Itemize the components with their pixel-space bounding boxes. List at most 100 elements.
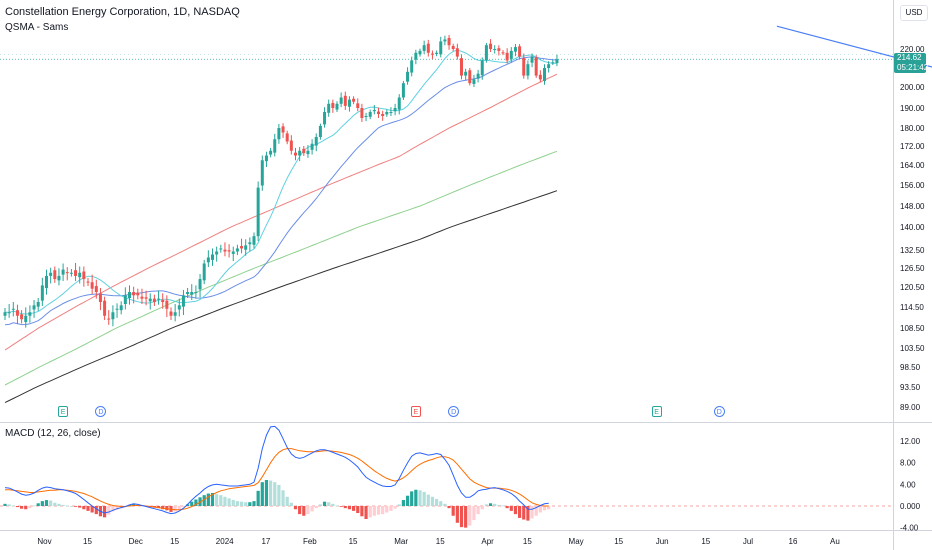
candle-body — [211, 254, 214, 260]
macd-histogram-bar — [509, 506, 513, 511]
macd-histogram-bar — [132, 503, 136, 506]
candles — [3, 34, 559, 328]
macd-histogram-bar — [530, 506, 534, 519]
last-price-value: 214.62 — [897, 53, 922, 62]
macd-tick-label: 0.000 — [900, 502, 921, 511]
candle-body — [219, 248, 223, 250]
macd-histogram-bar — [235, 501, 239, 506]
candle-body — [551, 62, 555, 64]
candle-body — [468, 70, 472, 84]
macd-histogram-bar — [447, 506, 451, 509]
macd-histogram-bar — [472, 506, 476, 521]
macd-histogram-bar — [538, 506, 542, 513]
macd-histogram-bar — [161, 506, 165, 510]
candle-body — [248, 242, 252, 245]
macd-histogram-bar — [393, 506, 397, 509]
candle-body — [401, 83, 405, 98]
macd-tick-label: -4.00 — [900, 524, 919, 533]
time-tick-label: Apr — [481, 537, 494, 546]
macd-histogram-bar — [65, 505, 69, 507]
candle-body — [144, 297, 148, 299]
time-tick-label: Jun — [656, 537, 669, 546]
macd-histogram-bar — [44, 500, 49, 506]
macd-histogram-bar — [40, 501, 44, 506]
last-price-badge: 214.62 05:21:42 — [894, 53, 928, 73]
candle-body — [269, 150, 273, 155]
candle-body — [435, 52, 439, 54]
dividend-marker[interactable]: D — [713, 406, 725, 417]
candle-body — [86, 281, 90, 283]
candle-body — [186, 292, 190, 294]
candle-body — [327, 103, 331, 113]
macd-histogram-bar — [298, 506, 302, 515]
candle-body — [302, 148, 306, 154]
candle-body — [181, 295, 185, 307]
macd-histogram-bar — [493, 503, 497, 506]
price-tick-label: 93.50 — [900, 383, 921, 392]
candle-body — [157, 298, 161, 300]
candle-body — [543, 68, 546, 81]
candle-body — [206, 257, 210, 263]
macd-histogram-bar — [443, 503, 447, 506]
macd-histogram-bar — [322, 501, 327, 506]
candle-body — [40, 285, 44, 301]
candle-body — [323, 112, 327, 125]
candle-body — [497, 48, 501, 51]
time-tick-label: Jul — [743, 537, 753, 546]
candle-body — [260, 160, 264, 186]
candle-body — [310, 143, 314, 150]
candle-body — [460, 58, 463, 76]
candle-body — [11, 308, 15, 310]
macd-histogram-bar — [327, 502, 331, 506]
candle-body — [360, 108, 364, 118]
candle-body — [509, 50, 513, 59]
candle-body — [347, 99, 351, 107]
dividend-marker[interactable]: D — [95, 406, 107, 417]
candle-body — [526, 64, 530, 76]
macd-histogram-bar — [368, 506, 372, 518]
macd-histogram-bar — [497, 504, 501, 506]
macd-histogram-bar — [476, 506, 480, 515]
macd-histogram-bar — [49, 500, 53, 506]
candle-body — [94, 286, 98, 292]
currency-button[interactable]: USD — [900, 5, 928, 21]
candle-body — [115, 308, 119, 310]
macd-histogram-bar — [264, 480, 269, 506]
time-tick-label: Au — [830, 537, 840, 546]
macd-histogram-bar — [439, 501, 443, 506]
candle-body — [132, 292, 136, 296]
macd-histogram-bar — [522, 506, 526, 520]
earnings-marker[interactable]: E — [410, 406, 421, 417]
candle-body — [505, 52, 509, 61]
earnings-marker[interactable]: E — [58, 406, 69, 417]
macd-histogram-bar — [127, 504, 132, 506]
candle-body — [430, 53, 434, 55]
candle-body — [198, 279, 202, 290]
macd-histogram-bar — [364, 506, 368, 519]
dividend-marker[interactable]: D — [448, 406, 460, 417]
ma-100-line — [4, 73, 558, 351]
macd-histogram-bar — [464, 506, 468, 528]
macd-histogram-bar — [526, 506, 530, 521]
chart-title: Constellation Energy Corporation, 1D, NA… — [5, 6, 240, 18]
macd-title[interactable]: MACD (12, 26, close) — [5, 428, 101, 439]
indicator-name[interactable]: QSMA - Sams — [5, 22, 69, 33]
time-tick-label: Dec — [129, 537, 143, 546]
candle-body — [406, 71, 410, 82]
time-tick-label: May — [569, 537, 584, 546]
time-tick-label: 15 — [349, 537, 358, 546]
candle-body — [57, 275, 61, 281]
price-tick-label: 89.00 — [900, 403, 921, 412]
macd-histogram-bar — [306, 506, 310, 515]
macd-histogram-bar — [318, 504, 322, 506]
time-tick-label: 15 — [83, 537, 92, 546]
candle-body — [377, 111, 380, 114]
candle-body — [289, 140, 293, 151]
earnings-marker[interactable]: E — [651, 406, 662, 417]
macd-tick-label: 12.00 — [900, 437, 921, 446]
time-tick-label: 15 — [614, 537, 623, 546]
time-tick-label: 15 — [436, 537, 445, 546]
candle-body — [69, 272, 73, 274]
candle-body — [273, 139, 277, 153]
